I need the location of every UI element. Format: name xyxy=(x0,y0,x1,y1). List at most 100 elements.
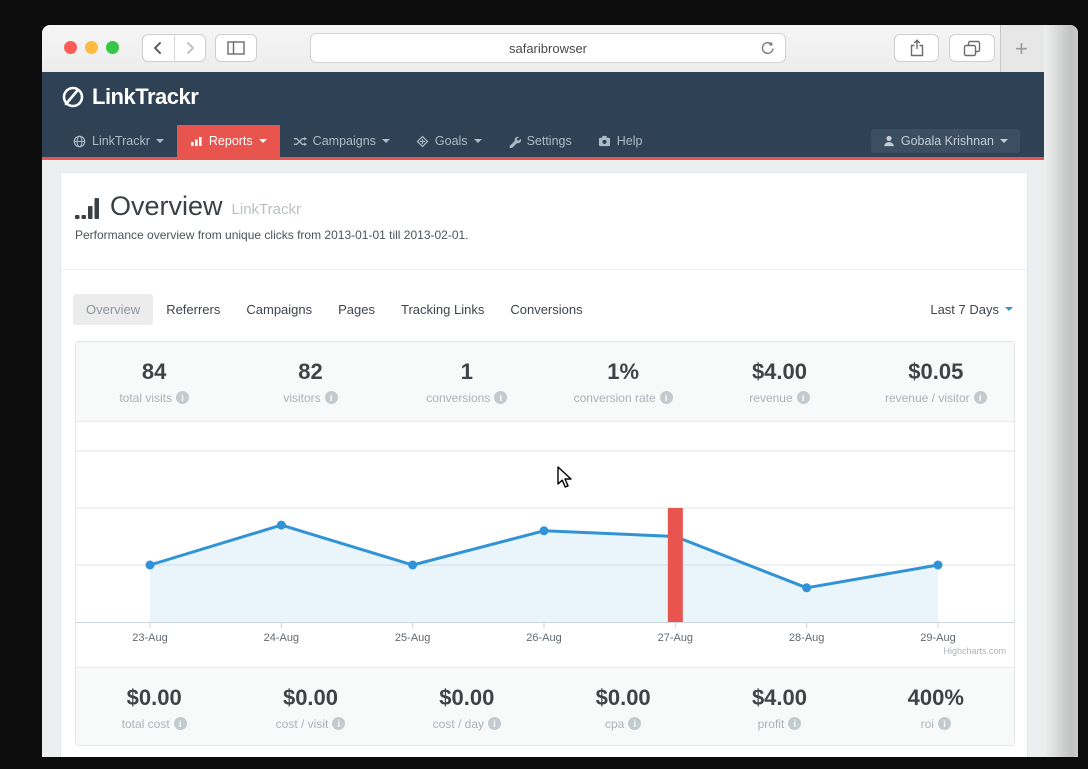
info-icon[interactable]: i xyxy=(628,717,642,730)
reload-button[interactable] xyxy=(759,40,776,57)
visits-chart[interactable]: 23-Aug 24-Aug 25-Aug 26-Aug 27-Aug 28-Aug 29-A… xyxy=(76,422,1014,667)
tab-pages[interactable]: Pages xyxy=(338,301,376,317)
tab-overview-button[interactable] xyxy=(949,34,995,62)
info-icon[interactable]: i xyxy=(488,717,501,730)
stat-label: cpa xyxy=(604,716,625,731)
nav-item-help[interactable]: Help xyxy=(585,125,656,157)
chevron-down-icon xyxy=(258,139,267,143)
stat-label: roi xyxy=(920,716,934,731)
browser-toolbar: safaribrowser + xyxy=(42,25,1078,73)
browser-window: safaribrowser + xyxy=(42,25,1078,757)
user-name: Gobala Krishnan xyxy=(900,134,994,148)
info-icon[interactable]: i xyxy=(324,391,338,404)
nav-item-settings[interactable]: Settings xyxy=(495,125,585,157)
stat-profit: $4.00 profit i xyxy=(701,668,857,745)
stat-label: profit xyxy=(757,716,785,731)
stat-label: cost / visit xyxy=(275,716,329,731)
user-menu[interactable]: Gobala Krishnan xyxy=(870,129,1020,153)
stat-conversion-rate: 1% conversion rate i xyxy=(545,342,701,421)
reload-icon xyxy=(761,41,774,55)
area-fill xyxy=(150,525,938,622)
tab-overview[interactable]: Overview xyxy=(73,293,154,325)
bar-chart-icon xyxy=(190,137,202,146)
date-range-label: Last 7 Days xyxy=(930,301,999,317)
forward-icon xyxy=(186,42,194,54)
stat-label: conversions xyxy=(426,390,491,405)
data-point[interactable] xyxy=(276,520,286,530)
tab-campaigns[interactable]: Campaigns xyxy=(246,301,313,317)
x-axis-label: 24-Aug xyxy=(264,632,299,644)
x-axis-label: 25-Aug xyxy=(395,632,430,644)
share-icon xyxy=(910,39,923,57)
tab-tracking-links[interactable]: Tracking Links xyxy=(401,301,485,317)
stat-cost-per-day: $0.00 cost / day i xyxy=(389,668,545,745)
tabs-icon xyxy=(963,40,981,56)
page-title: Overview xyxy=(110,191,223,221)
data-point[interactable] xyxy=(539,526,549,536)
x-axis-label: 27-Aug xyxy=(658,632,693,644)
stat-conversions: 1 conversions i xyxy=(389,342,545,421)
info-icon[interactable]: i xyxy=(659,391,673,404)
stat-value: $0.00 xyxy=(595,684,651,710)
data-point[interactable] xyxy=(145,560,155,570)
report-card: Overview LinkTrackr Performance overview… xyxy=(60,172,1028,757)
info-icon[interactable]: i xyxy=(176,391,189,404)
data-point[interactable] xyxy=(802,583,812,593)
data-point[interactable] xyxy=(933,560,943,570)
history-nav-group xyxy=(142,34,206,62)
window-close-button[interactable] xyxy=(64,41,77,54)
x-axis-label: 23-Aug xyxy=(132,632,167,644)
tab-conversions[interactable]: Conversions xyxy=(510,301,583,317)
info-icon[interactable]: i xyxy=(173,717,187,730)
stat-label: cost / day xyxy=(432,716,484,731)
window-minimize-button[interactable] xyxy=(85,41,98,54)
nav-item-linktrackr[interactable]: LinkTrackr xyxy=(60,125,177,157)
info-icon[interactable]: i xyxy=(494,391,508,404)
chevron-down-icon xyxy=(1000,139,1008,143)
stats-row-top: 84 total visits i 82 visitors i 1 conversi… xyxy=(76,342,1014,422)
info-icon[interactable]: i xyxy=(937,717,951,730)
tab-referrers[interactable]: Referrers xyxy=(166,301,221,317)
chevron-down-icon xyxy=(381,139,390,143)
stat-label: conversion rate xyxy=(573,390,656,405)
brand[interactable]: LinkTrackr xyxy=(60,84,199,110)
info-icon[interactable]: i xyxy=(332,717,346,730)
highlight-bar[interactable] xyxy=(667,508,683,622)
stat-total-visits: 84 total visits i xyxy=(76,342,232,421)
stat-value: $4.00 xyxy=(751,684,807,710)
stat-cpa: $0.00 cpa i xyxy=(545,668,701,745)
back-button[interactable] xyxy=(143,35,175,61)
stat-visitors: 82 visitors i xyxy=(232,342,388,421)
brand-logo-icon xyxy=(62,86,84,108)
nav-item-reports[interactable]: Reports xyxy=(176,125,280,157)
stats-panel: 84 total visits i 82 visitors i 1 conversi… xyxy=(75,341,1015,746)
chart-credit[interactable]: Highcharts.com xyxy=(943,646,1006,656)
data-point[interactable] xyxy=(408,560,418,570)
nav-item-goals[interactable]: Goals xyxy=(403,125,495,157)
share-button[interactable] xyxy=(894,34,939,62)
info-icon[interactable]: i xyxy=(973,391,987,404)
nav-item-campaigns[interactable]: Campaigns xyxy=(280,125,403,157)
stat-value: 84 xyxy=(141,358,167,384)
help-icon xyxy=(598,135,610,147)
chevron-down-icon xyxy=(473,139,482,143)
nav-accent-bar xyxy=(42,157,1078,160)
stat-value: 1% xyxy=(607,358,640,384)
stat-value: $0.00 xyxy=(282,684,339,710)
window-zoom-button[interactable] xyxy=(106,41,119,54)
x-axis-label: 29-Aug xyxy=(920,632,955,644)
info-icon[interactable]: i xyxy=(796,391,810,404)
globe-icon xyxy=(73,135,86,147)
main-nav: LinkTrackr Reports Campai xyxy=(42,125,1078,157)
info-icon[interactable]: i xyxy=(788,717,802,730)
stat-revenue: $4.00 revenue i xyxy=(701,342,857,421)
stat-value: 1 xyxy=(460,358,473,384)
stat-label: visitors xyxy=(283,390,321,405)
stat-value: $0.00 xyxy=(126,684,182,710)
stat-value: $4.00 xyxy=(751,358,807,384)
nav-label: Reports xyxy=(208,134,253,148)
date-range-selector[interactable]: Last 7 Days xyxy=(930,302,1013,317)
forward-button[interactable] xyxy=(175,35,206,61)
sidebar-toggle-button[interactable] xyxy=(215,34,257,62)
address-bar[interactable]: safaribrowser xyxy=(310,33,786,63)
